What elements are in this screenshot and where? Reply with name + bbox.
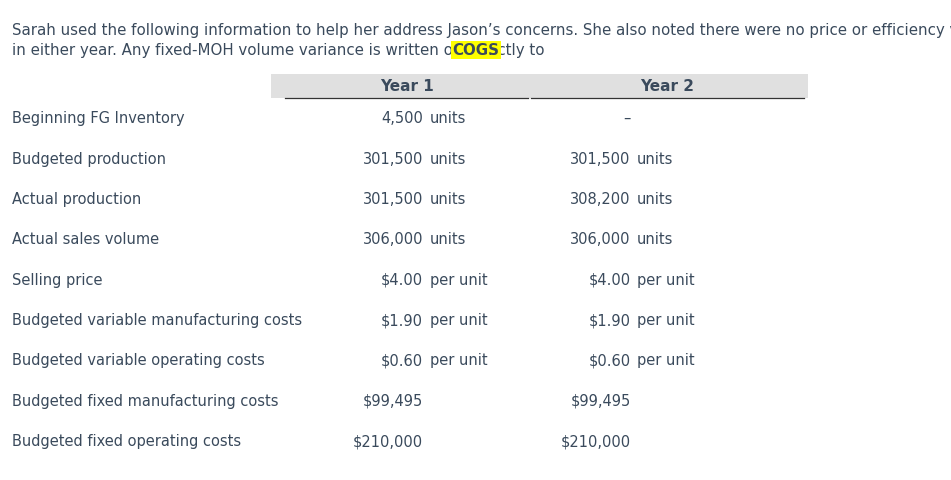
Text: –: – bbox=[623, 111, 631, 126]
Text: Budgeted production: Budgeted production bbox=[12, 151, 166, 166]
Text: 306,000: 306,000 bbox=[570, 232, 631, 247]
Text: $210,000: $210,000 bbox=[353, 433, 423, 448]
Text: $0.60: $0.60 bbox=[381, 353, 423, 368]
Text: .: . bbox=[488, 43, 493, 58]
Text: $0.60: $0.60 bbox=[589, 353, 631, 368]
Text: 4,500: 4,500 bbox=[381, 111, 423, 126]
Text: units: units bbox=[637, 232, 673, 247]
Text: 306,000: 306,000 bbox=[362, 232, 423, 247]
Text: Actual sales volume: Actual sales volume bbox=[12, 232, 160, 247]
Text: 301,500: 301,500 bbox=[363, 151, 423, 166]
Text: Budgeted variable manufacturing costs: Budgeted variable manufacturing costs bbox=[12, 312, 302, 327]
Text: 308,200: 308,200 bbox=[570, 192, 631, 206]
Text: in either year. Any fixed-MOH volume variance is written off directly to: in either year. Any fixed-MOH volume var… bbox=[12, 43, 550, 58]
Text: units: units bbox=[430, 111, 466, 126]
Text: $1.90: $1.90 bbox=[381, 312, 423, 327]
Text: Beginning FG Inventory: Beginning FG Inventory bbox=[12, 111, 185, 126]
Text: 301,500: 301,500 bbox=[363, 192, 423, 206]
Text: Budgeted fixed manufacturing costs: Budgeted fixed manufacturing costs bbox=[12, 393, 279, 408]
Text: per unit: per unit bbox=[430, 272, 488, 287]
Text: $99,495: $99,495 bbox=[363, 393, 423, 408]
Text: per unit: per unit bbox=[430, 312, 488, 327]
Text: units: units bbox=[430, 151, 466, 166]
Text: per unit: per unit bbox=[430, 353, 488, 368]
Text: $4.00: $4.00 bbox=[381, 272, 423, 287]
Text: units: units bbox=[430, 192, 466, 206]
Text: Budgeted fixed operating costs: Budgeted fixed operating costs bbox=[12, 433, 242, 448]
Text: Budgeted variable operating costs: Budgeted variable operating costs bbox=[12, 353, 265, 368]
Text: COGS: COGS bbox=[453, 43, 499, 58]
Text: Actual production: Actual production bbox=[12, 192, 142, 206]
Text: units: units bbox=[430, 232, 466, 247]
Text: 301,500: 301,500 bbox=[571, 151, 631, 166]
Text: $1.90: $1.90 bbox=[589, 312, 631, 327]
Text: per unit: per unit bbox=[637, 353, 695, 368]
Bar bbox=[271, 74, 808, 98]
Text: Sarah used the following information to help her address Jason’s concerns. She a: Sarah used the following information to … bbox=[12, 23, 951, 38]
Text: units: units bbox=[637, 192, 673, 206]
Text: $99,495: $99,495 bbox=[571, 393, 631, 408]
Text: $210,000: $210,000 bbox=[560, 433, 631, 448]
Text: Year 2: Year 2 bbox=[640, 79, 694, 94]
Text: per unit: per unit bbox=[637, 312, 695, 327]
Text: Selling price: Selling price bbox=[12, 272, 103, 287]
Text: $4.00: $4.00 bbox=[589, 272, 631, 287]
Text: Year 1: Year 1 bbox=[379, 79, 434, 94]
Text: per unit: per unit bbox=[637, 272, 695, 287]
Text: units: units bbox=[637, 151, 673, 166]
